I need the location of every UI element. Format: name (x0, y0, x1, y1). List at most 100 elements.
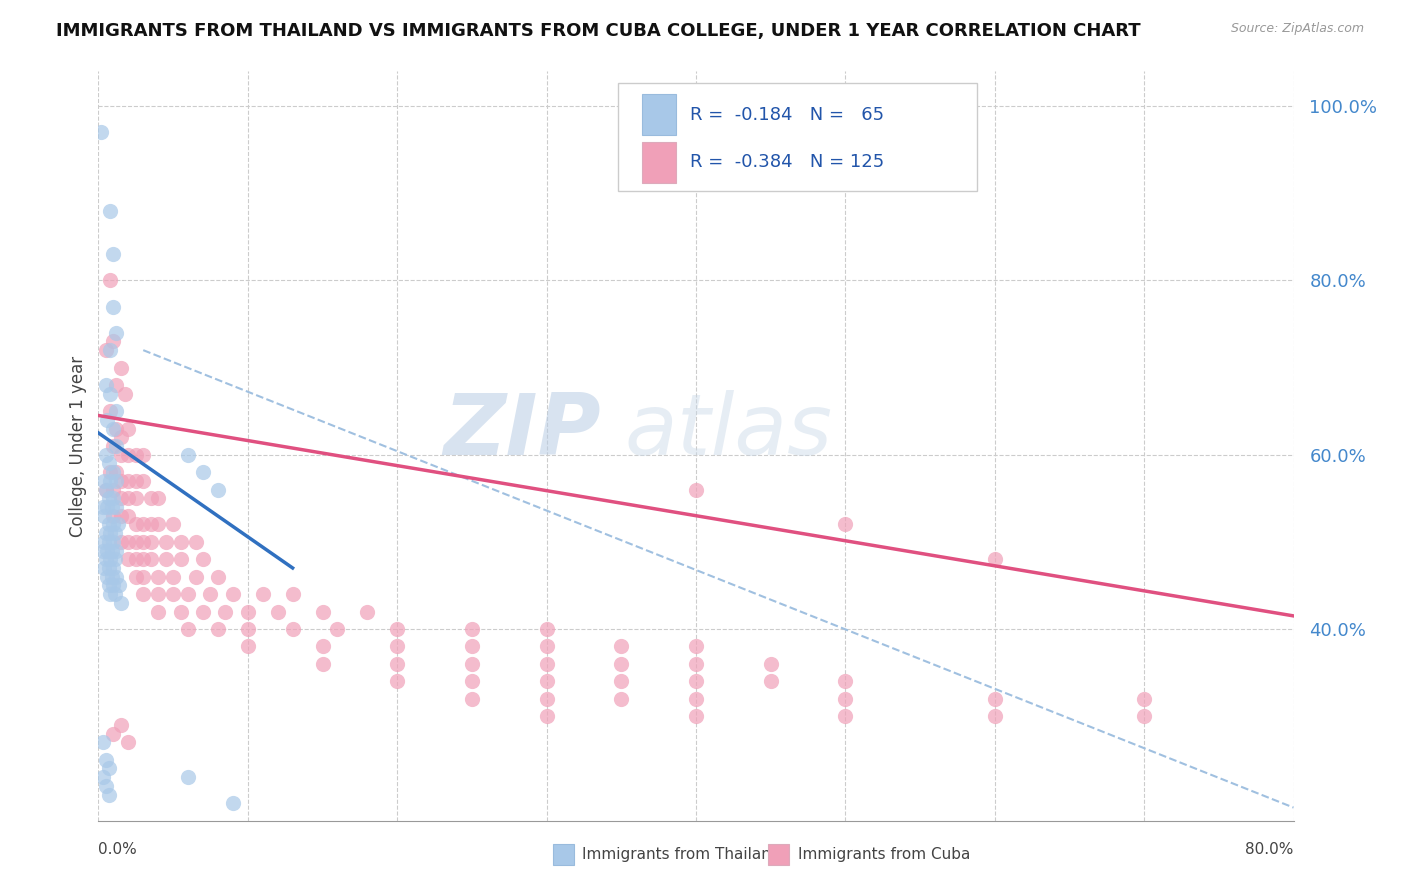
Point (105, 543, 128, 558)
Text: Immigrants from Thailand: Immigrants from Thailand (582, 847, 782, 862)
Point (125, 474, 148, 488)
Point (105, 465, 128, 479)
Point (132, 534, 155, 549)
Bar (643, 142, 676, 183)
Point (97, 578, 120, 592)
Point (117, 421, 139, 435)
Point (94, 753, 117, 767)
Point (984, 552, 1007, 566)
Point (105, 378, 128, 392)
Point (98, 273, 122, 287)
Point (125, 517, 148, 532)
Point (222, 587, 245, 601)
Point (105, 421, 128, 435)
Point (105, 326, 128, 340)
Point (93, 474, 115, 488)
Point (610, 674, 633, 689)
Point (162, 587, 184, 601)
Point (1133, 691, 1156, 706)
Point (169, 552, 191, 566)
Point (94, 526, 117, 541)
Point (98, 343, 122, 358)
Point (177, 587, 200, 601)
Point (117, 735, 139, 749)
Point (685, 640, 707, 654)
Point (90, 125, 112, 139)
Point (94, 552, 117, 566)
Point (148, 570, 170, 584)
Point (110, 596, 132, 610)
Point (114, 386, 136, 401)
Point (132, 587, 155, 601)
Point (125, 491, 148, 506)
Point (98, 587, 122, 601)
Point (97, 561, 120, 575)
Point (267, 605, 290, 619)
Point (97, 491, 120, 506)
Point (98, 404, 122, 418)
Point (461, 674, 484, 689)
Point (536, 657, 558, 671)
Point (105, 570, 128, 584)
Point (834, 691, 856, 706)
Bar (768, 844, 789, 865)
Point (101, 500, 124, 514)
Point (132, 448, 155, 462)
Point (236, 622, 259, 636)
Point (610, 657, 633, 671)
Point (281, 587, 304, 601)
Point (103, 439, 125, 453)
Point (117, 474, 139, 488)
Point (94, 779, 117, 793)
Text: Immigrants from Cuba: Immigrants from Cuba (797, 847, 970, 862)
Point (104, 552, 127, 566)
Text: R =  -0.184   N =   65: R = -0.184 N = 65 (690, 105, 884, 124)
Point (91, 543, 114, 558)
Point (169, 605, 191, 619)
Point (834, 517, 856, 532)
Point (311, 640, 333, 654)
Point (177, 622, 200, 636)
Point (191, 465, 214, 479)
Point (105, 474, 128, 488)
Point (98, 474, 122, 488)
Point (207, 483, 229, 497)
Point (155, 534, 177, 549)
Point (685, 483, 707, 497)
Y-axis label: College, Under 1 year: College, Under 1 year (69, 355, 87, 537)
Point (105, 500, 128, 514)
Point (96, 500, 118, 514)
Point (94, 483, 117, 497)
Point (105, 404, 128, 418)
Point (110, 534, 132, 549)
Point (94, 343, 117, 358)
Point (536, 709, 558, 723)
Point (281, 622, 304, 636)
Text: 0.0%: 0.0% (98, 842, 138, 857)
Point (191, 605, 214, 619)
Point (103, 491, 125, 506)
Point (326, 622, 349, 636)
Bar (643, 94, 676, 136)
Point (385, 622, 409, 636)
Point (91, 770, 114, 784)
Point (184, 570, 207, 584)
Text: R =  -0.384   N = 125: R = -0.384 N = 125 (690, 153, 884, 171)
Point (139, 517, 162, 532)
Point (103, 578, 125, 592)
Point (311, 657, 333, 671)
Point (125, 570, 148, 584)
Point (94, 378, 117, 392)
Point (132, 517, 155, 532)
Point (685, 709, 707, 723)
Point (155, 552, 177, 566)
Point (536, 640, 558, 654)
Point (610, 640, 633, 654)
Point (385, 674, 409, 689)
Point (132, 570, 155, 584)
Point (536, 691, 558, 706)
Point (385, 657, 409, 671)
Point (461, 691, 484, 706)
Point (214, 605, 236, 619)
Point (103, 517, 125, 532)
